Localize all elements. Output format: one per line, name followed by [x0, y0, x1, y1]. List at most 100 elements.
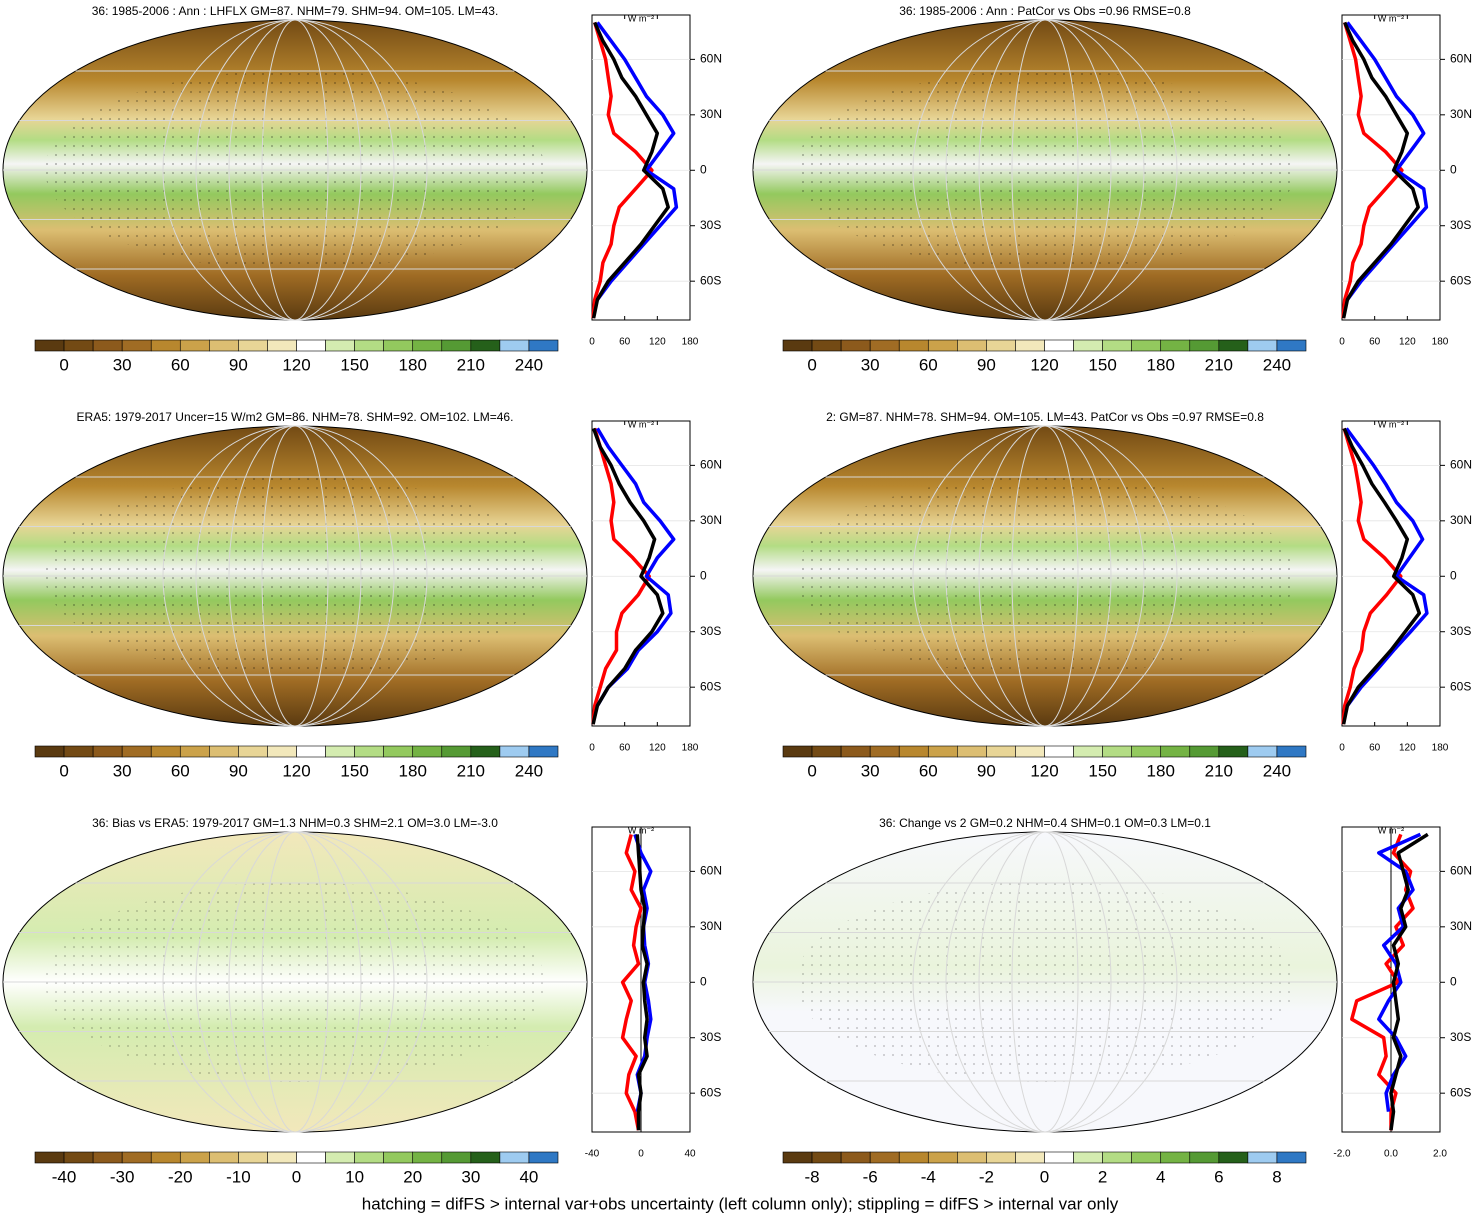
- colorbar-swatch: [898, 745, 929, 758]
- colorbar-swatch: [927, 745, 958, 758]
- colorbar-swatch: [34, 339, 65, 352]
- colorbar-label: 180: [1147, 761, 1175, 780]
- y-tick-label: 60N: [1450, 458, 1472, 472]
- colorbar-swatch: [1218, 745, 1249, 758]
- colorbar-swatch: [470, 339, 501, 352]
- colorbar-label: 240: [1263, 761, 1291, 780]
- colorbar-swatch: [1073, 339, 1103, 352]
- colorbar-swatch: [150, 339, 181, 352]
- colorbar-swatch: [325, 339, 355, 352]
- colorbar-label: 60: [171, 355, 190, 374]
- colorbar-label: -6: [863, 1167, 878, 1186]
- y-tick-label: 30S: [700, 1030, 721, 1044]
- x-tick-label: 120: [649, 337, 666, 348]
- y-tick-label: 0: [1450, 568, 1457, 582]
- x-tick-label: 2.0: [1433, 1149, 1447, 1160]
- colorbar-label: 180: [399, 355, 427, 374]
- panel-title: ERA5: 1979-2017 Uncer=15 W/m2 GM=86. NHM…: [77, 410, 514, 424]
- profile-line: [1345, 21, 1429, 301]
- colorbar-swatch: [811, 745, 842, 758]
- profile-frame: [1341, 14, 1441, 321]
- colorbar-label: 0: [1040, 1167, 1049, 1186]
- x-tick-label: 120: [649, 743, 666, 754]
- colorbar-swatch: [1015, 1151, 1045, 1164]
- colorbar-swatch: [238, 1151, 268, 1164]
- y-tick-label: 0: [1450, 162, 1457, 176]
- colorbar-label: 150: [1088, 355, 1116, 374]
- colorbar-label: 30: [461, 1167, 480, 1186]
- y-tick-label: 60S: [700, 679, 721, 693]
- colorbar-swatch: [412, 745, 443, 758]
- colorbar-swatch: [811, 339, 842, 352]
- y-tick-label: 60N: [700, 864, 722, 878]
- colorbar-label: 210: [457, 761, 485, 780]
- colorbar-swatch: [179, 745, 210, 758]
- colorbar-label: 240: [515, 761, 543, 780]
- colorbar-label: 0: [292, 1167, 301, 1186]
- colorbar-swatch: [1131, 1151, 1162, 1164]
- colorbar-swatch: [927, 339, 958, 352]
- x-tick-label: 180: [1432, 337, 1449, 348]
- colorbar-label: 210: [1205, 761, 1233, 780]
- profile-line: [635, 834, 649, 1131]
- colorbar-swatch: [528, 339, 559, 352]
- colorbar-swatch: [383, 339, 414, 352]
- colorbar-swatch: [782, 745, 813, 758]
- map-meridian: [912, 831, 1178, 1133]
- colorbar-swatch: [528, 1151, 559, 1164]
- colorbar-swatch: [1102, 339, 1132, 352]
- colorbar-swatch: [1189, 1151, 1220, 1164]
- profile-line: [591, 427, 651, 725]
- colorbar-swatch: [986, 745, 1016, 758]
- colorbar-swatch: [1247, 339, 1278, 352]
- colorbar-swatch: [1044, 1151, 1074, 1164]
- colorbar-swatch: [63, 1151, 94, 1164]
- colorbar-swatch: [1276, 745, 1307, 758]
- colorbar-swatch: [150, 745, 181, 758]
- colorbar-swatch: [869, 1151, 900, 1164]
- colorbar-label: -2: [979, 1167, 994, 1186]
- x-tick-label: 0: [638, 1149, 644, 1160]
- colorbar-swatch: [1218, 339, 1249, 352]
- colorbar-swatch: [470, 1151, 501, 1164]
- colorbar-label: 90: [229, 761, 248, 780]
- colorbar-swatch: [840, 745, 871, 758]
- colorbar-label: 120: [1030, 761, 1058, 780]
- colorbar-swatch: [296, 1151, 326, 1164]
- panel-title: 36: 1985-2006 : Ann : LHFLX GM=87. NHM=7…: [92, 4, 499, 18]
- colorbar-swatch: [957, 339, 987, 352]
- colorbar-swatch: [840, 1151, 871, 1164]
- x-axis-label: W m⁻²: [628, 419, 654, 429]
- profile-line: [591, 427, 665, 725]
- colorbar-label: 120: [282, 761, 310, 780]
- colorbar-swatch: [441, 339, 472, 352]
- colorbar-swatch: [957, 745, 987, 758]
- map-meridian: [912, 19, 1178, 321]
- colorbar-swatch: [1073, 1151, 1103, 1164]
- x-tick-label: -2.0: [1333, 1149, 1351, 1160]
- y-tick-label: 0: [700, 162, 707, 176]
- y-tick-label: 60S: [700, 1085, 721, 1099]
- colorbar-swatch: [499, 745, 530, 758]
- colorbar-swatch: [1189, 339, 1220, 352]
- colorbar-swatch: [840, 339, 871, 352]
- colorbar-swatch: [1044, 745, 1074, 758]
- y-tick-label: 30S: [700, 624, 721, 638]
- colorbar-swatch: [383, 1151, 414, 1164]
- colorbar-swatch: [34, 1151, 65, 1164]
- panel-title: 36: Bias vs ERA5: 1979-2017 GM=1.3 NHM=0…: [92, 816, 498, 830]
- panel-title: 36: 1985-2006 : Ann : PatCor vs Obs =0.9…: [899, 4, 1191, 18]
- x-tick-label: -40: [585, 1149, 600, 1160]
- colorbar-label: 90: [977, 355, 996, 374]
- colorbar-swatch: [1189, 745, 1220, 758]
- x-tick-label: 120: [1399, 337, 1416, 348]
- profile-line: [1377, 832, 1422, 1112]
- colorbar-label: 240: [515, 355, 543, 374]
- colorbar-label: 40: [519, 1167, 538, 1186]
- colorbar-label: 2: [1098, 1167, 1107, 1186]
- colorbar-label: 8: [1272, 1167, 1281, 1186]
- colorbar-swatch: [441, 1151, 472, 1164]
- map-meridian: [162, 19, 428, 321]
- profile-line: [1344, 427, 1429, 707]
- map-meridian: [912, 425, 1178, 727]
